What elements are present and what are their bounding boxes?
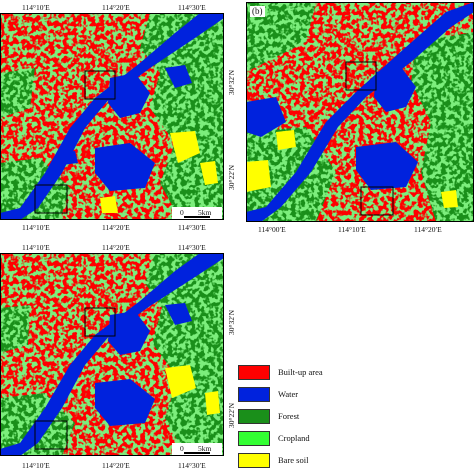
top-lon-label-1: 114°10′E: [22, 243, 50, 252]
bottom-lon-label-2: 114°20′E: [102, 223, 130, 232]
bare-soil-area: [165, 365, 196, 398]
legend-swatch: [238, 364, 270, 380]
legend-label: Bare soil: [278, 455, 309, 465]
legend-label: Forest: [278, 411, 300, 421]
legend: Built-up area Water Forest Cropland Bare…: [238, 361, 388, 471]
bottom-lon-label-1: 114°10′E: [22, 461, 50, 470]
map-frame: [0, 13, 224, 220]
legend-item-built-up: Built-up area: [238, 361, 388, 383]
bottom-lon-label-3: 114°20′E: [414, 225, 442, 234]
top-lon-label-2: 114°20′E: [102, 3, 130, 12]
legend-item-cropland: Cropland: [238, 427, 388, 449]
lake-northeast: [165, 303, 192, 325]
land-cover-map: [0, 13, 224, 220]
bare-soil-area-2: [205, 391, 220, 415]
map-panel-c: 114°10′E 114°20′E 114°30′E 0 5km 114°10′…: [0, 240, 240, 474]
scale-zero-label: 0: [180, 208, 184, 217]
bottom-lon-label-1: 114°00′E: [258, 225, 286, 234]
bottom-lon-label-2: 114°10′E: [338, 225, 366, 234]
right-lat-label-1: 30°32′N: [227, 309, 236, 335]
lake-south: [95, 143, 155, 191]
lake-east: [108, 311, 150, 355]
bottom-lon-label-3: 114°30′E: [178, 461, 206, 470]
right-lat-label-1: 30°32′N: [227, 69, 236, 95]
lake-small: [60, 151, 78, 165]
top-lon-label-2: 114°20′E: [102, 243, 130, 252]
lake-east: [374, 67, 416, 112]
land-cover-map: [246, 2, 474, 222]
bare-soil-area-2: [276, 130, 296, 150]
legend-swatch: [238, 452, 270, 468]
lake-west: [246, 97, 286, 137]
lake-south: [356, 142, 418, 190]
scale-bar: [184, 216, 210, 218]
study-box-1: [345, 61, 377, 91]
bare-soil-area-3: [100, 196, 118, 213]
top-lon-label-1: 114°10′E: [22, 3, 50, 12]
lake-northeast: [165, 65, 192, 88]
top-lon-label-3: 114°30′E: [178, 243, 206, 252]
map-frame: [0, 253, 224, 456]
land-cover-map: [0, 253, 224, 456]
lake-east: [108, 73, 150, 118]
bare-soil-area: [246, 160, 271, 192]
bare-soil-area: [170, 131, 200, 163]
study-box-2: [34, 184, 68, 214]
legend-item-forest: Forest: [238, 405, 388, 427]
map-panel-a: 114°10′E 114°20′E 114°30′E 0 5km 114°10′…: [0, 0, 240, 240]
map-panel-b: (b) 114°00′E 114°10′E 114°20′E: [246, 0, 474, 240]
panel-tag: (b): [250, 6, 265, 17]
lake-south: [95, 379, 155, 426]
scale-bar: [184, 452, 210, 454]
bare-soil-area-2: [200, 161, 218, 185]
river: [246, 2, 474, 222]
scale-unit-label: 5km: [198, 208, 212, 217]
river: [0, 13, 224, 220]
legend-swatch: [238, 430, 270, 446]
right-lat-label-2: 30°22′N: [227, 164, 236, 190]
bottom-lon-label-1: 114°10′E: [22, 223, 50, 232]
study-box-2: [360, 186, 394, 216]
legend-label: Water: [278, 389, 299, 399]
legend-item-water: Water: [238, 383, 388, 405]
top-lon-label-3: 114°30′E: [178, 3, 206, 12]
legend-item-bare-soil: Bare soil: [238, 449, 388, 471]
right-lat-label-2: 30°22′N: [227, 402, 236, 428]
scale-zero-label: 0: [180, 444, 184, 453]
scale-unit-label: 5km: [198, 444, 212, 453]
study-box-2: [34, 420, 68, 450]
study-box-1: [84, 307, 116, 337]
bottom-lon-label-2: 114°20′E: [102, 461, 130, 470]
study-box-1: [84, 70, 116, 100]
legend-swatch: [238, 386, 270, 402]
legend-label: Built-up area: [278, 367, 323, 377]
legend-swatch: [238, 408, 270, 424]
legend-label: Cropland: [278, 433, 310, 443]
bare-soil-area-3: [441, 190, 458, 208]
bottom-lon-label-3: 114°30′E: [178, 223, 206, 232]
river: [0, 253, 224, 456]
